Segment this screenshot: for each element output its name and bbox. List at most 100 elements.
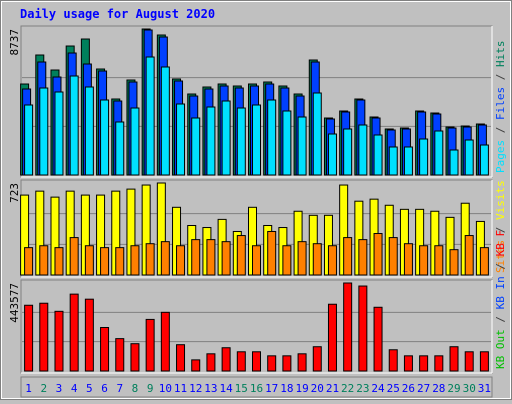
bar [419, 138, 429, 176]
x-axis-box [20, 376, 493, 398]
legend-entry: Hits [494, 41, 507, 68]
x-tick-label: 12 [189, 382, 202, 395]
x-tick-label: 25 [387, 382, 400, 395]
x-tick-label: 15 [235, 382, 248, 395]
bar [145, 318, 155, 372]
bar [24, 247, 34, 276]
x-tick-label: 28 [432, 382, 445, 395]
bar [115, 247, 125, 276]
bar [100, 327, 110, 372]
legend-entry: Pages [494, 140, 507, 173]
x-tick-label: 30 [463, 382, 476, 395]
bar [84, 86, 94, 176]
bar [312, 346, 322, 372]
bar [176, 103, 186, 176]
x-tick-label: 24 [371, 382, 385, 395]
x-tick-label: 20 [311, 382, 324, 395]
bar [145, 243, 155, 276]
x-tick-label: 6 [101, 382, 108, 395]
x-tick-label: 16 [250, 382, 263, 395]
x-tick-label: 19 [295, 382, 308, 395]
bar [252, 104, 261, 176]
bar [236, 107, 246, 176]
bar [160, 66, 170, 176]
legend-entry: KB F [494, 230, 507, 257]
bar [130, 245, 140, 276]
bar [84, 245, 94, 276]
bar [39, 302, 49, 372]
bar [206, 106, 216, 176]
y-max-label: 443577 [8, 283, 21, 323]
bar [69, 75, 79, 176]
bar [434, 245, 444, 276]
bar [115, 121, 125, 176]
legend-entry: KB In [494, 276, 507, 309]
bar [297, 116, 307, 176]
chart-title: Daily usage for August 2020 [20, 7, 215, 21]
legend-separator: / [494, 220, 507, 240]
bar [327, 303, 337, 372]
x-tick-label: 31 [478, 382, 491, 395]
x-tick-label: 21 [326, 382, 339, 395]
bar [221, 100, 231, 176]
bar [252, 245, 261, 276]
bar [343, 282, 353, 372]
bar [69, 237, 79, 276]
bar [221, 241, 231, 276]
legend-entry: Sites [494, 240, 507, 273]
bar [69, 293, 79, 372]
bar [464, 235, 474, 276]
x-tick-label: 7 [116, 382, 123, 395]
bar [312, 243, 322, 276]
bar [403, 355, 413, 372]
bar [419, 355, 429, 372]
legend-entry: KB Out [494, 329, 507, 369]
x-tick-label: 27 [417, 382, 430, 395]
bar [160, 311, 170, 372]
legend: KB Out / KB In / KB F [494, 230, 507, 369]
y-max-label: 8737 [8, 29, 21, 56]
x-tick-label: 29 [447, 382, 460, 395]
bar [464, 351, 474, 372]
bar [191, 359, 201, 372]
bar [434, 130, 444, 176]
x-tick-label: 17 [265, 382, 278, 395]
bar [388, 237, 398, 276]
bar [312, 92, 322, 176]
bar [191, 239, 201, 276]
bar [388, 146, 398, 176]
bar [236, 351, 246, 372]
bar [236, 235, 246, 276]
x-tick-label: 8 [132, 382, 139, 395]
bar [282, 110, 292, 176]
bar [267, 355, 277, 372]
bar [145, 56, 155, 176]
bar [282, 355, 292, 372]
bar [84, 298, 94, 372]
bar [297, 241, 307, 276]
x-tick-label: 10 [159, 382, 172, 395]
bar [403, 146, 413, 176]
x-tick-label: 13 [204, 382, 217, 395]
legend-entry: Visits [494, 180, 507, 220]
bar [343, 237, 353, 276]
bar [449, 346, 459, 372]
x-tick-label: 4 [71, 382, 78, 395]
bar [373, 233, 383, 276]
x-tick-label: 22 [341, 382, 354, 395]
bar [206, 239, 216, 276]
bar [176, 344, 186, 372]
bar [419, 245, 429, 276]
bar [39, 87, 49, 176]
legend-separator: / [494, 67, 507, 87]
bar [479, 247, 489, 276]
bar [176, 245, 186, 276]
bar [24, 104, 34, 176]
bar [373, 134, 383, 176]
legend: Pages / Files / Hits [494, 41, 507, 174]
x-tick-label: 23 [356, 382, 369, 395]
bar [403, 243, 413, 276]
x-tick-label: 18 [280, 382, 293, 395]
